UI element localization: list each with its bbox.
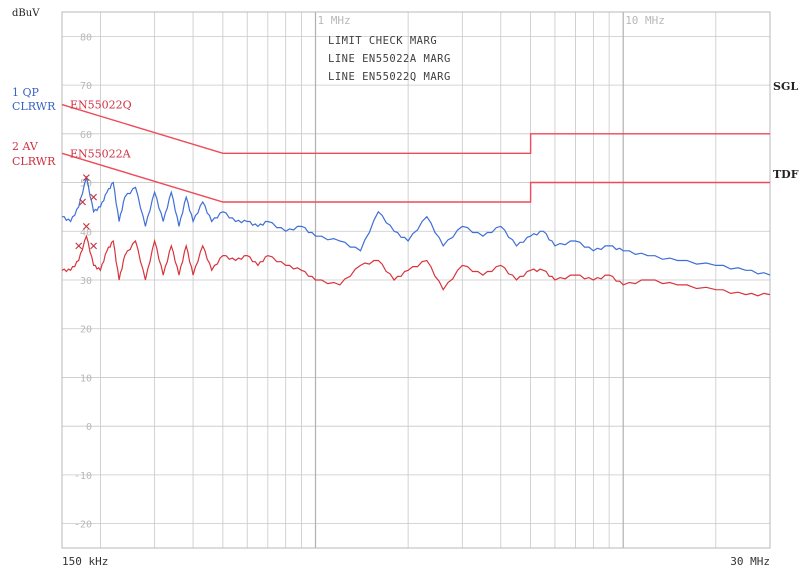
y-tick-label: 80 (80, 32, 92, 43)
y-tick-label: 50 (80, 179, 92, 190)
peak-marker (82, 223, 90, 230)
plot-frame (61, 11, 771, 549)
limit-lines: EN55022Q EN55022A (61, 99, 770, 203)
header-line-2: LINE EN55022A MARG (328, 53, 451, 65)
trace-1 (62, 175, 771, 276)
limit-line-label: EN55022A (70, 147, 132, 160)
trace1-name: 1 QP (12, 86, 39, 99)
peak-marker (90, 193, 97, 201)
x-tick-labels: 150 kHz 1 MHz 10 MHz 30 MHz (62, 14, 770, 568)
y-tick-label: -20 (74, 520, 92, 531)
traces (61, 174, 771, 297)
y-tick-label: 0 (86, 422, 92, 433)
trace2-name: 2 AV (12, 140, 38, 153)
y-tick-label: 30 (80, 276, 92, 287)
x-tick-label: 1 MHz (318, 14, 351, 27)
tdf-label: TDF (773, 168, 799, 181)
y-tick-labels: 80 70 60 50 40 30 20 10 0 -10 -20 (74, 32, 92, 530)
grid-lines (62, 12, 771, 548)
trace2-mode: CLRWR (12, 155, 56, 168)
y-tick-label: 10 (80, 373, 92, 384)
y-tick-label: 20 (80, 325, 92, 336)
peak-marker (90, 242, 97, 250)
y-tick-label: -10 (74, 471, 92, 482)
x-tick-label: 10 MHz (625, 14, 665, 27)
y-tick-label: 60 (80, 130, 92, 141)
x-tick-label: 30 MHz (730, 555, 770, 568)
peak-marker (82, 174, 90, 182)
limit-line (61, 103, 770, 155)
limit-line (61, 152, 770, 203)
header-line-1: LIMIT CHECK MARG (328, 35, 438, 47)
x-tick-label: 150 kHz (62, 555, 108, 568)
trace-2 (61, 234, 771, 297)
sgl-label: SGL (773, 80, 799, 93)
peak-marker (79, 198, 86, 206)
y-tick-label: 70 (80, 81, 92, 92)
header-line-3: LINE EN55022Q MARG (328, 71, 451, 83)
trace1-mode: CLRWR (12, 100, 56, 113)
peak-marker (75, 242, 83, 250)
y-tick-label: 40 (80, 227, 92, 238)
limit-line-label: EN55022Q (70, 99, 132, 112)
y-unit-label: dBuV (12, 8, 40, 19)
